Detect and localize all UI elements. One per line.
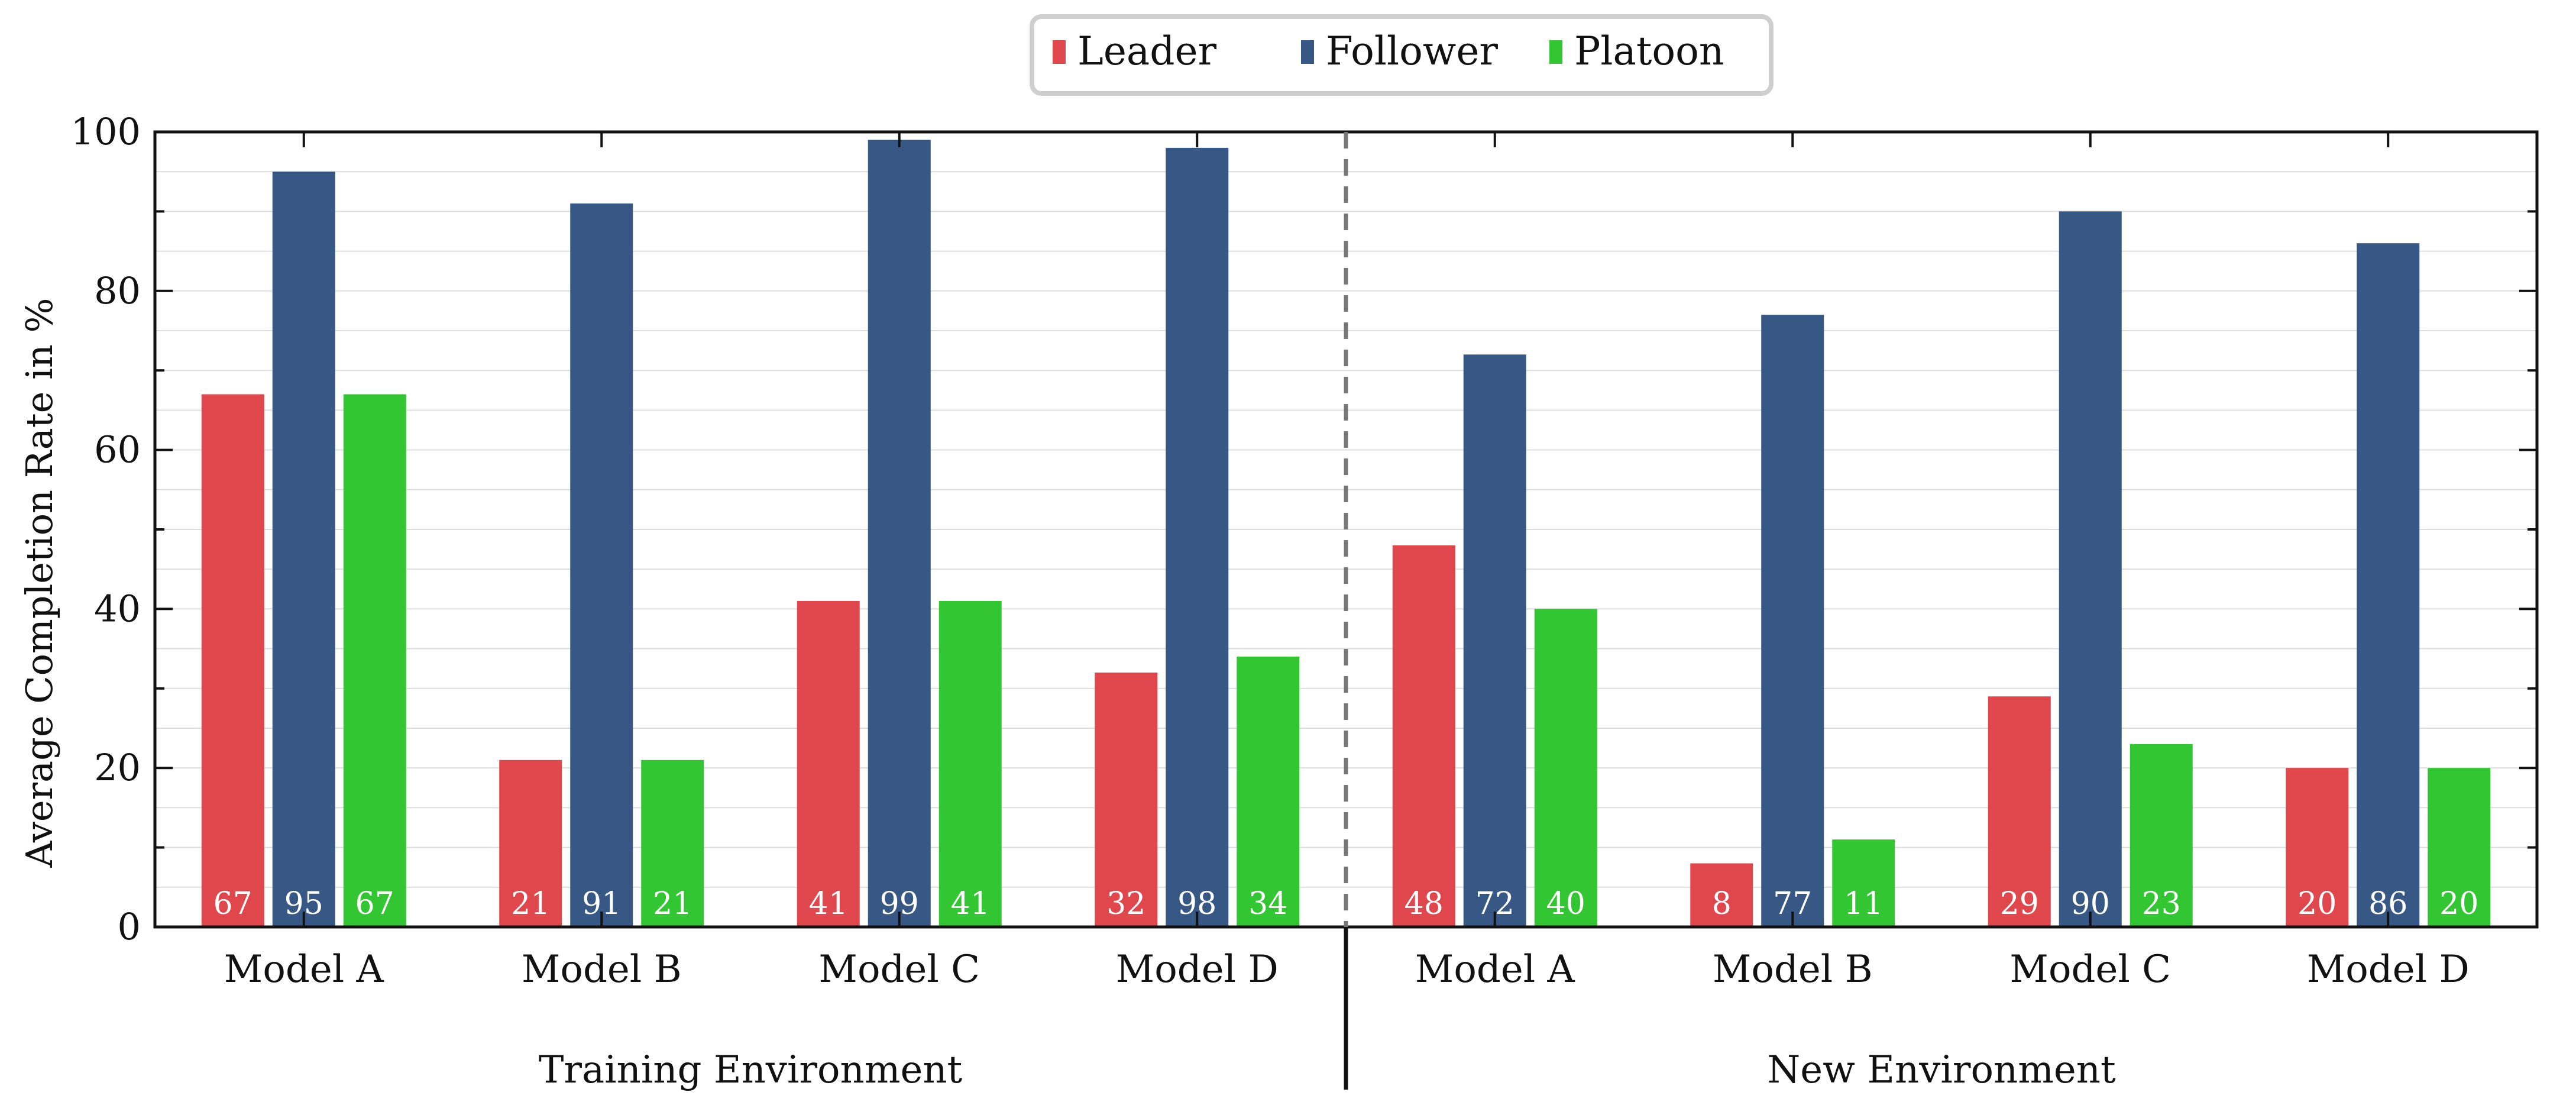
bar-follower — [1463, 354, 1526, 927]
bar-leader — [1095, 672, 1158, 927]
legend-swatch — [1053, 40, 1066, 64]
y-tick-label: 100 — [71, 110, 141, 153]
bar-value-label: 48 — [1404, 886, 1444, 922]
bar-leader — [1392, 545, 1455, 927]
legend-box — [1030, 14, 1774, 96]
bar-value-label: 67 — [355, 886, 394, 922]
group-label: New Environment — [1767, 1048, 2116, 1092]
legend-label: Follower — [1326, 28, 1498, 74]
legend-swatch — [1549, 40, 1562, 64]
bar-platoon — [1534, 609, 1597, 927]
bar-value-label: 41 — [809, 886, 848, 922]
legend-label: Leader — [1077, 28, 1217, 74]
x-tick-label: Model C — [2009, 948, 2171, 991]
y-tick-label: 20 — [94, 746, 141, 789]
x-tick-label: Model D — [2307, 948, 2470, 991]
group-labels: Training Environment New Environment — [539, 1048, 2116, 1092]
bar-leader — [499, 760, 562, 927]
bar-value-label: 23 — [2142, 886, 2181, 922]
x-tick-label: Model D — [1116, 948, 1279, 991]
x-tick-label: Model A — [224, 948, 384, 991]
legend[interactable]: Leader Follower Platoon — [1030, 14, 1774, 96]
bar-platoon — [2130, 744, 2193, 927]
bar-follower — [2059, 211, 2122, 927]
bar-value-label: 21 — [511, 886, 550, 922]
y-tick-label: 0 — [118, 905, 141, 948]
x-ticks: Model A Model B Model C Model D Model A Model… — [224, 132, 2470, 991]
axes — [153, 130, 2539, 1090]
bar-value-label: 21 — [653, 886, 692, 922]
bar-value-label: 11 — [1844, 886, 1883, 922]
legend-item-platoon[interactable]: Platoon — [1549, 28, 1724, 74]
bar-leader — [2286, 768, 2349, 927]
bar-follower — [1166, 147, 1229, 927]
bar-value-label: 40 — [1546, 886, 1585, 922]
bar-value-label: 20 — [2297, 886, 2336, 922]
x-tick-label: Model B — [522, 948, 682, 991]
x-tick-label: Model A — [1415, 948, 1575, 991]
x-tick-label: Model B — [1713, 948, 1873, 991]
bar-value-label: 20 — [2439, 886, 2478, 922]
bar-platoon — [2428, 768, 2491, 927]
bar-value-label: 41 — [951, 886, 990, 922]
bar-value-label: 67 — [213, 886, 253, 922]
bar-follower — [1761, 315, 1824, 927]
bars — [201, 140, 2491, 928]
bar-value-label: 34 — [1248, 886, 1287, 922]
bar-platoon — [1832, 839, 1895, 927]
y-tick-label: 60 — [94, 428, 141, 471]
legend-item-leader[interactable]: Leader — [1053, 28, 1217, 74]
bar-platoon — [343, 394, 406, 927]
bar-value-label: 29 — [2000, 886, 2039, 922]
bar-value-label: 32 — [1106, 886, 1145, 922]
legend-swatch — [1301, 40, 1314, 64]
y-axis-label: Average Completion Rate in % — [18, 298, 61, 868]
legend-item-follower[interactable]: Follower — [1301, 28, 1498, 74]
bar-value-label: 8 — [1712, 886, 1732, 922]
bar-follower — [868, 140, 931, 928]
group-label: Training Environment — [539, 1048, 963, 1092]
bar-leader — [797, 600, 860, 927]
bar-follower — [570, 203, 633, 928]
bar-platoon — [939, 600, 1002, 927]
x-tick-label: Model C — [818, 948, 980, 991]
bar-leader — [1988, 696, 2051, 927]
bar-leader — [201, 394, 264, 927]
y-tick-label: 40 — [94, 587, 141, 630]
y-ticks: 0 20 40 60 80 100 — [71, 110, 2537, 948]
legend-label: Platoon — [1574, 28, 1724, 74]
bar-follower — [272, 172, 335, 928]
bar-follower — [2357, 243, 2420, 927]
y-tick-label: 80 — [94, 269, 141, 312]
bar-platoon — [1237, 657, 1300, 927]
bar-leader — [1690, 863, 1753, 927]
bar-platoon — [641, 760, 704, 927]
